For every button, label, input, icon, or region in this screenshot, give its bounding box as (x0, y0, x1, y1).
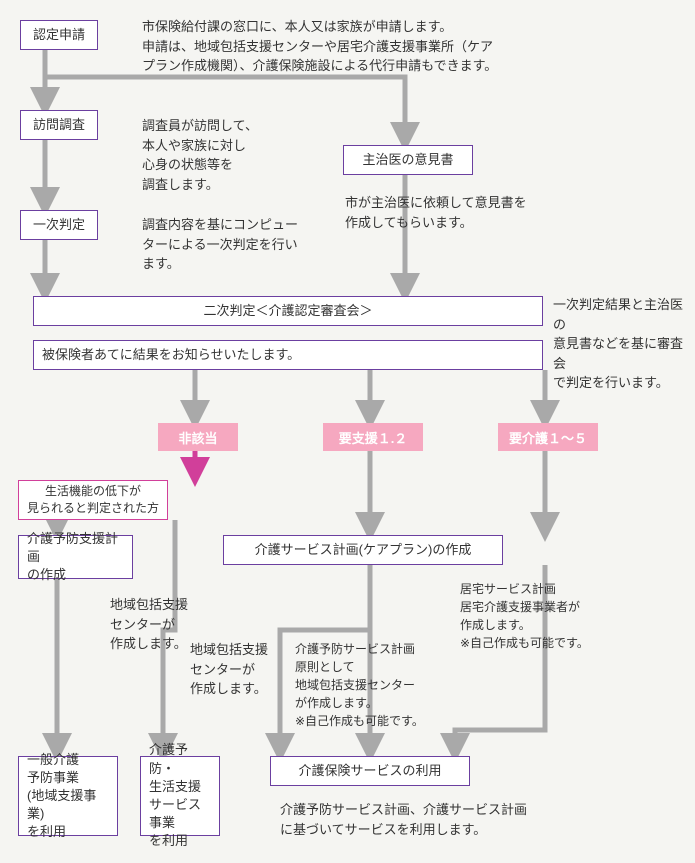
note-center-1: 地域包括支援 センターが 作成します。 (110, 595, 188, 654)
node-doctor-opinion: 主治医の意見書 (343, 145, 473, 175)
note-center-2: 地域包括支援 センターが 作成します。 (190, 640, 268, 699)
node-result-notify: 被保険者あてに結果をお知らせいたします。 (33, 340, 543, 370)
node-visit-survey: 訪問調査 (20, 110, 98, 140)
note-application: 市保険給付課の窓口に、本人又は家族が申請します。 申請は、地域包括支援センターや… (142, 17, 497, 76)
note-home-plan: 居宅サービス計画 居宅介護支援事業者が 作成します。 ※自己作成も可能です。 (460, 580, 589, 652)
badge-support-1-2: 要支援１.２ (323, 423, 423, 451)
node-secondary-judgment: 二次判定＜介護認定審査会＞ (33, 296, 543, 326)
note-doctor: 市が主治医に依頼して意見書を 作成してもらいます。 (345, 193, 527, 232)
badge-care-1-5: 要介護１～５ (498, 423, 598, 451)
note-service-use: 介護予防サービス計画、介護サービス計画 に基づいてサービスを利用します。 (280, 800, 527, 839)
note-visit: 調査員が訪問して、 本人や家族に対し 心身の状態等を 調査します。 (142, 116, 258, 194)
node-general-prevention: 一般介護 予防事業 (地域支援事業) を利用 (18, 756, 118, 836)
note-secondary: 一次判定結果と主治医の 意見書などを基に審査会 で判定を行います。 (553, 295, 695, 393)
node-application: 認定申請 (20, 20, 98, 50)
node-use-kaigo-service: 介護保険サービスの利用 (270, 756, 470, 786)
node-prevention-plan: 介護予防支援計画 の作成 (18, 535, 133, 579)
badge-not-applicable: 非該当 (158, 423, 238, 451)
node-decline-assessed: 生活機能の低下が 見られると判定された方 (18, 480, 168, 520)
node-care-plan: 介護サービス計画(ケアプラン)の作成 (223, 535, 503, 565)
node-prevention-support-service: 介護予防・ 生活支援 サービス 事業 を利用 (140, 756, 220, 836)
note-prevention-plan: 介護予防サービス計画 原則として 地域包括支援センター が作成します。 ※自己作… (295, 640, 424, 730)
node-primary-judgment: 一次判定 (20, 210, 98, 240)
note-primary: 調査内容を基にコンピュー ターによる一次判定を行い ます。 (142, 215, 298, 274)
